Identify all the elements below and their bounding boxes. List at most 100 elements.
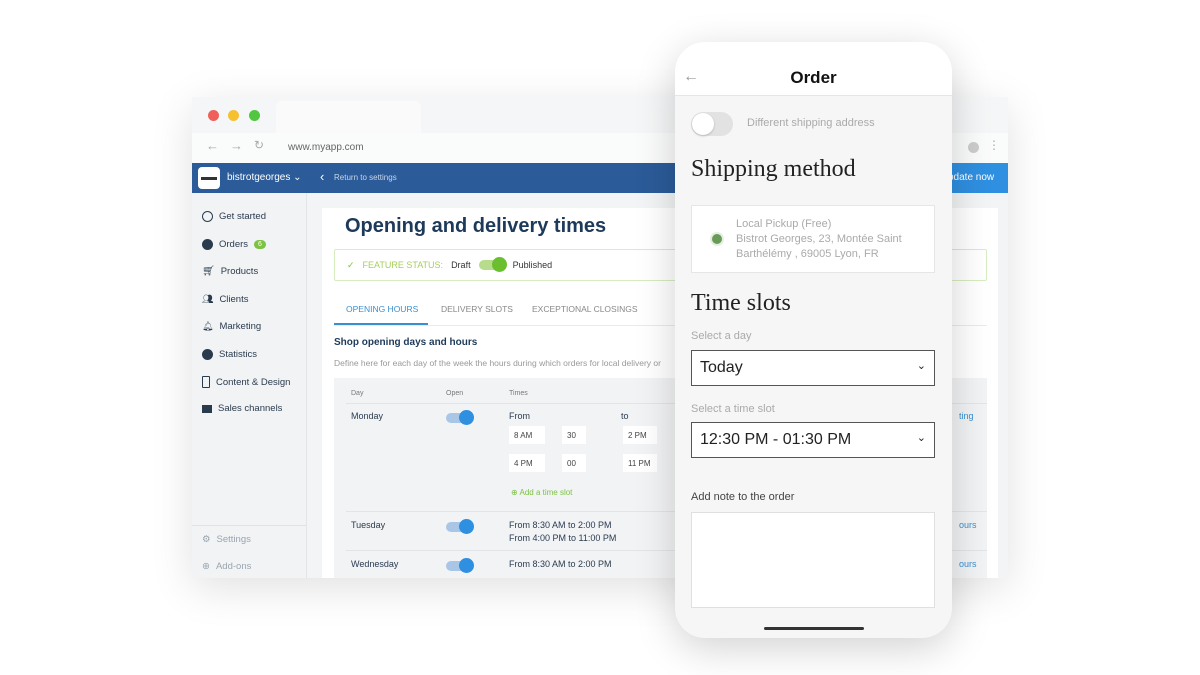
sidebar-item-sales-channels[interactable]: Sales channels	[202, 403, 282, 414]
tab-exceptional-closings[interactable]: EXCEPTIONAL CLOSINGS	[532, 304, 638, 314]
wednesday-open-toggle[interactable]	[446, 558, 474, 573]
sidebar-item-orders[interactable]: Orders 6	[202, 239, 266, 250]
chevron-down-icon: ⌄	[293, 172, 302, 183]
note-label: Add note to the order	[691, 491, 795, 503]
day-tuesday: Tuesday	[351, 520, 386, 530]
pickup-option[interactable]: Local Pickup (Free) Bistrot Georges, 23,…	[691, 205, 935, 273]
add-slot-label: Add a time slot	[519, 488, 573, 497]
day-select[interactable]: Today ⌄	[691, 350, 935, 386]
gear-icon: ⚙	[202, 534, 211, 545]
tuesday-time: From 8:30 AM to 2:00 PM	[509, 520, 612, 530]
tab-bar: OPENING HOURS DELIVERY SLOTS EXCEPTIONAL…	[334, 300, 987, 326]
pickup-address: Barthélémy , 69005 Lyon, FR	[736, 248, 879, 260]
slot2-from-hour[interactable]: 4 PM	[509, 454, 545, 472]
day-value: Today	[700, 359, 743, 376]
draft-label: Draft	[451, 260, 471, 270]
return-link[interactable]: Return to settings	[334, 173, 397, 182]
sidebar-item-content-design[interactable]: Content & Design	[202, 376, 290, 388]
account-switcher[interactable]: bistrotgeorges ⌄	[227, 172, 302, 183]
active-tab-indicator	[334, 323, 428, 325]
minimize-dot[interactable]	[228, 110, 239, 121]
store-logo	[198, 167, 220, 189]
forward-icon[interactable]: →	[230, 138, 243, 153]
phone-title: Order	[790, 68, 837, 87]
divider	[346, 403, 987, 404]
publish-toggle[interactable]	[478, 257, 507, 272]
menu-icon[interactable]: ⋮	[988, 138, 1000, 152]
back-arrow-icon[interactable]: ←	[683, 68, 699, 85]
divider	[192, 525, 306, 526]
account-name: bistrotgeorges	[227, 172, 291, 183]
browser-tab[interactable]	[276, 101, 421, 133]
different-address-label: Different shipping address	[747, 117, 875, 129]
slot2-to-hour[interactable]: 11 PM	[623, 454, 657, 472]
chevron-left-icon: ‹	[320, 169, 325, 184]
section-description: Define here for each day of the week the…	[334, 358, 661, 368]
sidebar-item-statistics[interactable]: Statistics	[202, 349, 257, 360]
pickup-text: Local Pickup (Free) Bistrot Georges, 23,…	[736, 217, 902, 262]
label: Add-ons	[215, 561, 252, 572]
tab-opening-hours[interactable]: OPENING HOURS	[346, 304, 419, 314]
tuesday-open-toggle[interactable]	[446, 519, 474, 534]
check-icon: ✓	[347, 259, 355, 270]
slot1-from-minute[interactable]: 30	[562, 426, 586, 444]
published-label: Published	[512, 260, 553, 270]
header-open: Open	[446, 390, 464, 397]
sidebar-item-add-ons[interactable]: ⊕ Add-ons	[202, 561, 251, 572]
monday-link[interactable]: ting	[959, 411, 974, 421]
note-textarea[interactable]	[691, 512, 935, 608]
orders-badge: 6	[254, 240, 266, 249]
sidebar-item-marketing[interactable]: 🔔︎ Marketing	[202, 321, 261, 332]
dollar-icon	[202, 239, 213, 250]
slot1-from-hour[interactable]: 8 AM	[509, 426, 545, 444]
sidebar-item-clients[interactable]: 👥︎ Clients	[202, 294, 248, 305]
tuesday-time: From 4:00 PM to 11:00 PM	[509, 533, 617, 543]
check-circle-icon	[202, 211, 213, 222]
different-address-toggle[interactable]	[691, 112, 733, 136]
users-icon: 👥︎	[202, 294, 214, 304]
phone-mockup: ← Order Different shipping address Shipp…	[675, 42, 952, 638]
label: Orders	[219, 239, 249, 250]
store-icon	[202, 404, 212, 413]
slot-value: 12:30 PM - 01:30 PM	[700, 431, 852, 448]
radio-selected-icon	[712, 234, 722, 244]
wednesday-link[interactable]: ours	[959, 559, 977, 569]
divider	[346, 511, 987, 512]
time-slot-select[interactable]: 12:30 PM - 01:30 PM ⌄	[691, 422, 935, 458]
back-icon[interactable]: ←	[206, 138, 219, 153]
sidebar-item-settings[interactable]: ⚙ Settings	[202, 534, 251, 545]
profile-icon[interactable]	[968, 142, 979, 153]
mobile-icon	[202, 376, 210, 388]
label: Marketing	[219, 321, 262, 332]
maximize-dot[interactable]	[249, 110, 260, 121]
close-dot[interactable]	[208, 110, 219, 121]
shipping-method-title: Shipping method	[691, 156, 856, 182]
monday-open-toggle[interactable]	[446, 410, 474, 425]
chevron-down-icon: ⌄	[916, 360, 926, 372]
tuesday-link[interactable]: ours	[959, 520, 977, 530]
chevron-down-icon: ⌄	[916, 432, 926, 444]
divider	[346, 550, 987, 551]
label: Products	[220, 266, 259, 277]
update-button[interactable]: pdate now	[944, 163, 1008, 193]
section-title: Shop opening days and hours	[334, 337, 478, 348]
day-wednesday: Wednesday	[351, 559, 399, 569]
slot2-from-minute[interactable]: 00	[562, 454, 586, 472]
home-indicator[interactable]	[764, 627, 864, 630]
slot-label: Select a time slot	[691, 403, 775, 415]
sidebar-item-get-started[interactable]: Get started	[202, 211, 266, 222]
time-slots-title: Time slots	[691, 290, 791, 316]
reload-icon[interactable]: ↻	[254, 138, 265, 152]
cart-icon: 🛒︎	[202, 266, 215, 277]
pie-chart-icon	[202, 349, 213, 360]
header-times: Times	[509, 390, 528, 397]
url-input[interactable]: www.myapp.com	[288, 142, 364, 153]
tab-delivery-slots[interactable]: DELIVERY SLOTS	[441, 304, 513, 314]
day-label: Select a day	[691, 330, 752, 342]
add-time-slot-button[interactable]: ⊕ Add a time slot	[511, 488, 572, 497]
feature-status-label: FEATURE STATUS:	[362, 260, 444, 270]
feature-status-bar: ✓ FEATURE STATUS: Draft Published	[334, 249, 987, 281]
slot1-to-hour[interactable]: 2 PM	[623, 426, 657, 444]
pickup-address: Bistrot Georges, 23, Montée Saint	[736, 233, 902, 245]
sidebar-item-products[interactable]: 🛒︎ Products	[202, 266, 258, 277]
